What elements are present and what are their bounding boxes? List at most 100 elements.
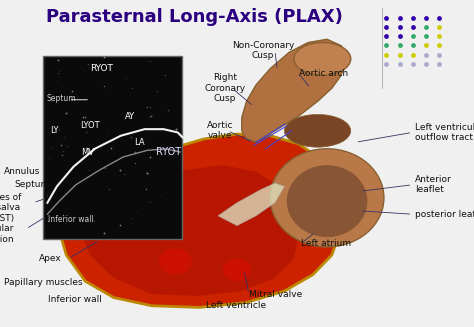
Text: Septum: Septum (15, 180, 50, 189)
Point (134, 209, 141, 214)
Point (43, 193, 51, 198)
Point (396, 61, 403, 66)
Point (162, 72, 169, 77)
Text: Mitral valve: Mitral valve (249, 290, 302, 299)
Point (422, 25, 430, 30)
Ellipse shape (270, 149, 384, 247)
Point (409, 43, 417, 48)
Point (100, 231, 108, 236)
Point (47, 145, 55, 150)
Text: Sinuses of
Valsalva: Sinuses of Valsalva (0, 193, 21, 213)
Text: AY: AY (125, 112, 136, 121)
Point (100, 54, 108, 60)
Point (396, 43, 403, 48)
Text: Right
Coronary
Cusp: Right Coronary Cusp (205, 73, 246, 103)
Point (164, 108, 172, 113)
Point (128, 85, 136, 90)
Point (422, 43, 430, 48)
Point (59, 148, 66, 153)
Point (90, 218, 98, 224)
Point (146, 114, 153, 120)
Point (107, 146, 115, 151)
Point (422, 61, 430, 66)
Point (146, 199, 154, 204)
Bar (43, 56, 182, 239)
Point (62, 111, 70, 116)
Point (120, 116, 128, 122)
Point (127, 215, 135, 220)
Point (142, 187, 150, 192)
Text: LYOT: LYOT (80, 121, 100, 130)
Point (383, 34, 390, 39)
Polygon shape (242, 39, 346, 142)
Point (154, 88, 161, 94)
Point (144, 104, 151, 109)
Point (396, 15, 403, 21)
Point (101, 165, 109, 171)
Point (79, 115, 87, 120)
Text: LY: LY (50, 126, 59, 135)
Text: (ST)
Sinotubular
Junction: (ST) Sinotubular Junction (0, 214, 14, 244)
Point (409, 34, 417, 39)
Point (85, 167, 93, 172)
Point (58, 143, 65, 148)
Point (156, 192, 164, 197)
Point (383, 25, 390, 30)
Point (436, 15, 443, 21)
Point (81, 114, 89, 120)
Point (422, 34, 430, 39)
Point (100, 83, 108, 89)
Point (422, 15, 430, 21)
Point (60, 134, 68, 139)
Text: Parasternal Long-Axis (PLAX): Parasternal Long-Axis (PLAX) (46, 8, 343, 26)
Ellipse shape (287, 165, 367, 237)
Point (76, 64, 83, 70)
Point (44, 218, 52, 223)
Point (383, 15, 390, 21)
Point (116, 167, 124, 172)
Point (131, 161, 138, 166)
Point (396, 25, 403, 30)
Point (172, 126, 179, 131)
Text: LA: LA (135, 138, 145, 147)
Point (396, 34, 403, 39)
Point (383, 61, 390, 66)
Point (436, 34, 443, 39)
Text: Septum: Septum (47, 94, 76, 103)
Text: Papillary muscles: Papillary muscles (4, 278, 83, 287)
Point (146, 104, 154, 110)
Point (82, 129, 90, 135)
Point (147, 114, 155, 119)
Text: MV: MV (81, 147, 94, 157)
Point (171, 147, 178, 152)
Point (383, 43, 390, 48)
Point (409, 15, 417, 21)
Text: Annulus: Annulus (4, 167, 40, 176)
Polygon shape (81, 165, 299, 296)
Point (59, 212, 66, 217)
Point (82, 146, 90, 151)
Text: Aortic
valve: Aortic valve (207, 121, 234, 141)
Point (146, 155, 154, 160)
Point (127, 134, 135, 139)
Polygon shape (62, 134, 341, 307)
Point (436, 43, 443, 48)
Point (436, 61, 443, 66)
Point (146, 58, 154, 63)
Point (409, 61, 417, 66)
Point (120, 171, 128, 177)
Ellipse shape (284, 114, 351, 147)
Point (58, 84, 65, 89)
Point (436, 25, 443, 30)
Text: RYOT: RYOT (91, 64, 113, 73)
Point (55, 128, 63, 133)
Text: posterior leaflet: posterior leaflet (415, 210, 474, 219)
Ellipse shape (159, 249, 192, 275)
Point (103, 131, 111, 136)
Point (383, 52, 390, 57)
Text: Aortic arch: Aortic arch (299, 69, 348, 78)
Point (56, 68, 64, 74)
Point (116, 223, 124, 228)
Point (54, 71, 62, 76)
Point (80, 67, 88, 72)
